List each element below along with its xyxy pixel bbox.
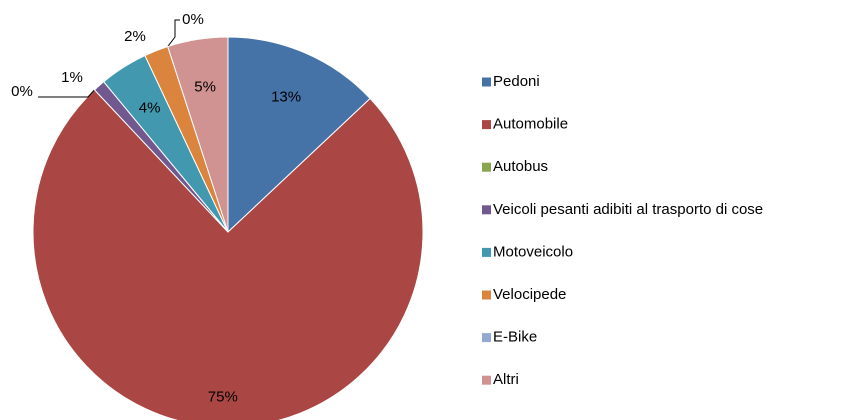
legend-label: Veicoli pesanti adibiti al trasporto di … xyxy=(493,201,763,218)
legend-label: Automobile xyxy=(493,116,568,133)
legend-label: E-Bike xyxy=(493,329,537,346)
data-label: 75% xyxy=(208,389,238,406)
data-label: 13% xyxy=(271,89,301,106)
legend-label: Autobus xyxy=(493,158,548,175)
legend-swatch xyxy=(482,77,491,87)
legend-swatch xyxy=(482,120,491,130)
legend-swatch xyxy=(482,333,491,343)
pie-slice xyxy=(167,36,229,233)
legend-swatch xyxy=(482,247,491,257)
legend-swatch xyxy=(482,162,491,172)
pie-slice xyxy=(32,89,424,420)
leader-line xyxy=(38,89,95,98)
legend-label: Altri xyxy=(493,371,519,388)
legend-swatch xyxy=(482,290,491,300)
legend-swatch xyxy=(482,375,491,385)
data-label: 0% xyxy=(182,11,204,28)
leader-line xyxy=(167,19,180,47)
pie-slice xyxy=(227,36,371,234)
legend-label: Velocipede xyxy=(493,286,566,303)
legend-swatch xyxy=(482,205,491,215)
data-label: 1% xyxy=(61,69,83,86)
legend-label: Pedoni xyxy=(493,73,540,90)
legend-label: Motoveicolo xyxy=(493,243,573,260)
data-label: 4% xyxy=(139,99,161,116)
data-label: 0% xyxy=(11,83,33,100)
data-label: 2% xyxy=(124,28,146,45)
data-label: 5% xyxy=(194,79,216,96)
